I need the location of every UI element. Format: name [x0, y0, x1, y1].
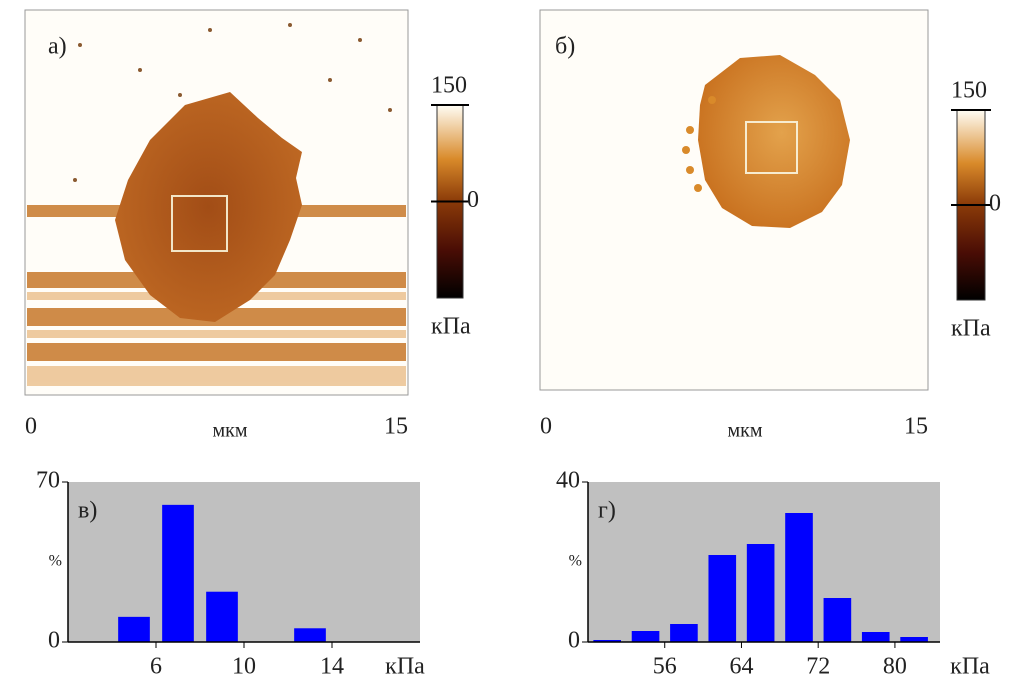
x-tick-label: 15: [384, 414, 408, 440]
bar: [785, 513, 813, 642]
plot-area: [68, 482, 420, 642]
colorbar-label: кПа: [951, 316, 991, 342]
x-tick-label: 15: [904, 414, 928, 440]
x-axis-label: мкм: [727, 420, 762, 442]
bar: [593, 640, 621, 642]
x-tick-label: 10: [232, 654, 256, 680]
bar: [746, 544, 775, 642]
x-axis-label: мкм: [212, 420, 247, 442]
afm-image-b: [539, 9, 986, 391]
bar: [861, 632, 890, 642]
colorbar-tick-label: 0: [467, 187, 479, 213]
x-tick-label: 6: [150, 654, 162, 680]
x-tick-label: 0: [25, 414, 37, 440]
afm-image-a: [24, 9, 464, 396]
panel-label: в): [78, 498, 97, 524]
colorbar-tick-label: 150: [431, 73, 467, 99]
y-tick-label: 40: [556, 468, 580, 494]
x-tick-label: 14: [320, 654, 344, 680]
x-tick-label: 80: [883, 654, 907, 680]
y-axis-label: %: [569, 553, 582, 570]
bar: [708, 555, 737, 642]
panel-label: б): [555, 34, 575, 60]
bar: [294, 628, 326, 642]
panel-label: г): [598, 498, 616, 524]
y-tick-label: 0: [48, 628, 60, 654]
bar: [823, 598, 852, 642]
bar: [118, 616, 150, 642]
bar: [162, 504, 194, 642]
x-tick-label: 56: [653, 654, 677, 680]
bar: [206, 591, 238, 642]
panel-label: а): [48, 34, 67, 60]
colorbar-tick-label: 150: [951, 78, 987, 104]
x-tick-label: 64: [729, 654, 753, 680]
x-axis-label: кПа: [385, 654, 425, 680]
x-axis-label: кПа: [950, 654, 990, 680]
x-tick-label: 0: [540, 414, 552, 440]
bar: [631, 631, 660, 642]
bar: [900, 637, 928, 642]
y-axis-label: %: [49, 553, 62, 570]
bar: [670, 624, 698, 642]
x-tick-label: 72: [806, 654, 830, 680]
y-tick-label: 0: [568, 628, 580, 654]
colorbar-label: кПа: [431, 314, 471, 340]
colorbar-tick-label: 0: [989, 191, 1001, 217]
y-tick-label: 70: [36, 468, 60, 494]
